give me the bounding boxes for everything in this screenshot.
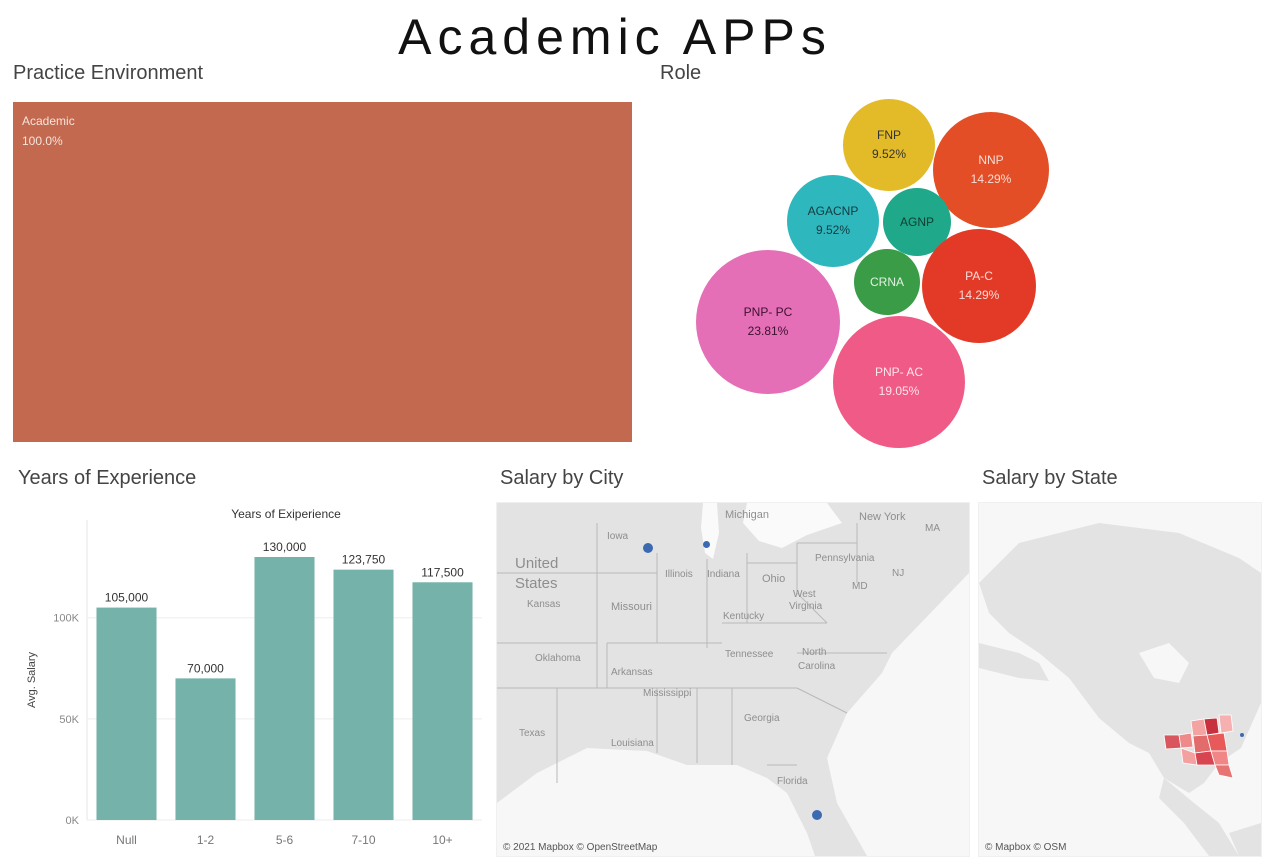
practice-environment-title: Practice Environment bbox=[13, 62, 204, 84]
bar-value-label: 130,000 bbox=[263, 540, 307, 554]
role-bubble-fnp[interactable]: FNP 9.52% bbox=[843, 99, 935, 191]
map-place-label: Michigan bbox=[725, 509, 770, 521]
map-place-label: Tennessee bbox=[725, 649, 774, 660]
bar-value-label: 70,000 bbox=[187, 661, 224, 675]
map-place-label: Kentucky bbox=[723, 611, 765, 622]
city-marker-florida[interactable] bbox=[812, 810, 822, 820]
y-axis-label: Avg. Salary bbox=[26, 651, 38, 708]
bar-null[interactable] bbox=[96, 607, 157, 820]
map-place-label: Virginia bbox=[789, 601, 823, 612]
bar-10+[interactable] bbox=[412, 582, 473, 820]
role-bubble-pnp-pc[interactable]: PNP- PC 23.81% bbox=[696, 250, 840, 394]
role-bubble-agacnp[interactable]: AGACNP 9.52% bbox=[787, 175, 879, 267]
bar-5-6[interactable] bbox=[254, 557, 315, 820]
city-map-title: Salary by City bbox=[500, 467, 624, 489]
role-bubble-pa-c[interactable]: PA-C 14.29% bbox=[922, 229, 1036, 343]
map-place-label: States bbox=[515, 575, 558, 592]
map-place-label: MD bbox=[852, 581, 868, 592]
map-place-label: Georgia bbox=[744, 713, 780, 724]
bar-1-2[interactable] bbox=[175, 678, 236, 820]
map-place-label: Carolina bbox=[798, 661, 836, 672]
map-place-label: New York bbox=[859, 511, 906, 523]
map-place-label: Missouri bbox=[611, 601, 652, 613]
y-tick-label: 50K bbox=[59, 714, 79, 726]
x-tick-label: 7-10 bbox=[351, 833, 375, 847]
map-place-label: MA bbox=[925, 523, 940, 534]
experience-section-title: Years of Experience bbox=[18, 467, 197, 489]
y-tick-label: 100K bbox=[53, 613, 79, 625]
city-map-attribution: © 2021 Mapbox © OpenStreetMap bbox=[503, 842, 658, 853]
role-bubble-value: 14.29% bbox=[970, 172, 1012, 186]
state-map-attribution: © Mapbox © OSM bbox=[985, 842, 1067, 853]
map-place-label: Pennsylvania bbox=[815, 553, 875, 564]
map-place-label: Kansas bbox=[527, 599, 561, 610]
role-bubble-label: PA-C bbox=[965, 269, 993, 283]
map-place-label: Illinois bbox=[665, 569, 693, 580]
role-bubble-value: 19.05% bbox=[878, 384, 920, 398]
map-place-label: Oklahoma bbox=[535, 653, 581, 664]
map-place-label: Louisiana bbox=[611, 738, 654, 749]
role-bubble-value: 23.81% bbox=[747, 324, 789, 338]
role-bubble-crna[interactable]: CRNA bbox=[854, 249, 920, 315]
map-place-label: Arkansas bbox=[611, 667, 653, 678]
map-place-label: Texas bbox=[519, 728, 546, 739]
role-bubble-label: AGACNP bbox=[807, 204, 859, 218]
map-place-label: NJ bbox=[892, 568, 905, 579]
map-place-label: North bbox=[802, 647, 827, 658]
bar-chart-title: Years of Exiperience bbox=[231, 507, 341, 521]
state-map-title: Salary by State bbox=[982, 467, 1118, 489]
city-map-basemap bbox=[497, 503, 969, 856]
map-place-label: West bbox=[793, 589, 816, 600]
state-map[interactable]: © Mapbox © OSM bbox=[978, 502, 1262, 857]
dashboard-title: Academic APPs bbox=[398, 9, 832, 65]
bar-value-label: 105,000 bbox=[105, 591, 149, 605]
map-place-label: Ohio bbox=[762, 573, 786, 585]
experience-bar-chart: Years of Exiperience Avg. Salary 0K 50K 10… bbox=[26, 507, 482, 847]
bar-7-10[interactable] bbox=[333, 569, 394, 820]
role-bubble-label: PNP- PC bbox=[743, 305, 793, 319]
role-bubble-nnp[interactable]: NNP 14.29% bbox=[933, 112, 1049, 228]
y-tick-label: 0K bbox=[66, 815, 80, 827]
x-tick-label: 5-6 bbox=[276, 833, 294, 847]
role-bubble-label: CRNA bbox=[869, 274, 904, 289]
city-map[interactable]: Michigan New York MA Iowa United States Illino… bbox=[496, 502, 970, 857]
map-place-label: United bbox=[515, 555, 559, 572]
role-bubble-pnp-ac[interactable]: PNP- AC 19.05% bbox=[833, 316, 965, 448]
bar-value-label: 123,750 bbox=[342, 553, 386, 567]
map-place-label: Mississippi bbox=[643, 688, 692, 699]
role-bubble-value: 9.52% bbox=[871, 147, 907, 161]
x-tick-label: 1-2 bbox=[197, 833, 215, 847]
state-map-basemap bbox=[979, 503, 1261, 856]
map-place-label: Florida bbox=[777, 776, 808, 787]
role-bubble-label: AGNP bbox=[899, 214, 934, 229]
map-place-label: Indiana bbox=[707, 569, 740, 580]
map-place-label: Iowa bbox=[607, 531, 629, 542]
treemap-label: Academic bbox=[22, 114, 75, 128]
role-bubble-label: PNP- AC bbox=[874, 365, 923, 379]
role-bubble-label: NNP bbox=[978, 153, 1004, 167]
role-title: Role bbox=[660, 62, 702, 84]
role-bubble-label: FNP bbox=[877, 128, 901, 142]
city-marker-chicago[interactable] bbox=[703, 541, 710, 548]
practice-treemap[interactable]: Academic 100.0% bbox=[13, 102, 632, 442]
role-bubble-value: 14.29% bbox=[958, 288, 1000, 302]
bar-value-label: 117,500 bbox=[421, 565, 464, 579]
treemap-value: 100.0% bbox=[22, 134, 63, 148]
x-tick-label: Null bbox=[116, 833, 137, 847]
role-bubble-value: 9.52% bbox=[815, 223, 851, 237]
city-marker-iowa[interactable] bbox=[643, 543, 653, 553]
x-tick-label: 10+ bbox=[432, 833, 452, 847]
